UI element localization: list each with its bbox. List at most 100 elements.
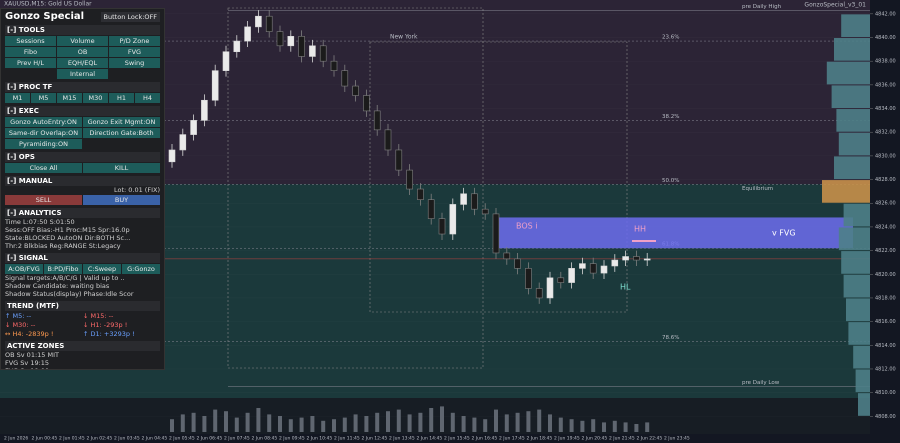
volume-bar bbox=[202, 416, 207, 432]
toggle-button[interactable]: Swing bbox=[109, 58, 160, 68]
price-label: 4822.00 bbox=[875, 248, 896, 254]
section-header[interactable]: [-] OPS bbox=[5, 152, 160, 162]
volume-profile-bar bbox=[841, 251, 870, 274]
volume-bar bbox=[213, 409, 218, 432]
signal-line: Shadow Status(display) Phase:Idle Scor bbox=[5, 290, 134, 298]
toggle-button[interactable]: Fibo bbox=[5, 47, 56, 57]
section-header[interactable]: [-] PROC TF bbox=[5, 82, 160, 92]
hl-label: HL bbox=[620, 283, 631, 292]
volume-bar bbox=[407, 414, 412, 432]
indicator-name: GonzoSpecial_v3_01 bbox=[804, 2, 866, 9]
section-header: TREND (MTF) bbox=[5, 301, 160, 311]
fvg-zone bbox=[497, 217, 853, 249]
signal-button[interactable]: B:PD/Fibo bbox=[44, 264, 82, 274]
time-label: 2 Jun 03:45 bbox=[114, 436, 140, 442]
price-label: 4838.00 bbox=[875, 59, 896, 65]
candle-body bbox=[535, 288, 543, 299]
button-grid: Gonzo AutoEntry:ON Gonzo Exit Mgmt:ON Same… bbox=[5, 117, 160, 149]
toggle-button[interactable]: FVG bbox=[109, 47, 160, 57]
volume-bar bbox=[580, 420, 585, 432]
zone-item: FVG Sv 19:00 bbox=[5, 367, 160, 369]
candle-body bbox=[557, 277, 565, 283]
section-header[interactable]: [-] EXEC bbox=[5, 106, 160, 116]
toggle-button[interactable]: M1 bbox=[5, 93, 30, 103]
candle-body bbox=[600, 265, 608, 274]
control-panel: Gonzo Special Button Lock:OFF [-] TOOLS Ses… bbox=[0, 8, 165, 370]
candle-body bbox=[352, 85, 359, 96]
volume-profile-bar bbox=[858, 393, 870, 416]
toggle-button[interactable]: P/D Zone bbox=[109, 36, 160, 46]
toggle-button[interactable]: Internal bbox=[57, 69, 108, 79]
time-label: 2 Jun 16:45 bbox=[472, 436, 498, 442]
toggle-button[interactable]: Gonzo Exit Mgmt:ON bbox=[83, 117, 160, 127]
toggle-button[interactable]: Sessions bbox=[5, 36, 56, 46]
toggle-button[interactable]: Direction Gate:Both bbox=[83, 128, 160, 138]
candle-body bbox=[622, 256, 629, 261]
toggle-button[interactable]: KILL bbox=[83, 163, 160, 173]
time-label: 2 Jun 02:45 bbox=[87, 436, 113, 442]
volume-bar bbox=[450, 412, 455, 432]
trend-grid: ↑ M5: -- ↓ M15: -- ↓ M30: -- ↓ H1: -293p ! ↔… bbox=[5, 312, 160, 338]
time-label: 2 Jun 23:45 bbox=[664, 436, 690, 442]
section-header[interactable]: [-] MANUAL bbox=[5, 176, 160, 186]
volume-bar bbox=[288, 419, 293, 432]
time-label: 2 Jun 14:45 bbox=[417, 436, 443, 442]
toggle-button[interactable]: M5 bbox=[31, 93, 56, 103]
trend-item: ↓ H1: -293p ! bbox=[83, 321, 128, 329]
candle-body bbox=[427, 199, 435, 219]
toggle-button[interactable]: EQH/EQL bbox=[57, 58, 108, 68]
candle-body bbox=[460, 193, 467, 205]
price-label: 4836.00 bbox=[875, 82, 896, 88]
time-label: 2 Jun 18:45 bbox=[527, 436, 553, 442]
toggle-button[interactable]: H1 bbox=[109, 93, 134, 103]
session-box bbox=[227, 7, 484, 369]
toggle-button[interactable]: Same-dir Overlap:ON bbox=[5, 128, 82, 138]
candle-body bbox=[330, 60, 338, 71]
time-label: 2 Jun 13:45 bbox=[389, 436, 415, 442]
session-label: New York bbox=[390, 34, 418, 41]
candle-body bbox=[438, 218, 446, 235]
sell-button[interactable]: SELL bbox=[5, 195, 82, 205]
zone-item: OB Sv 01:15 MIT bbox=[5, 351, 59, 359]
volume-profile-bar bbox=[836, 109, 870, 132]
signal-button[interactable]: C:Sweep bbox=[83, 264, 121, 274]
volume-bar bbox=[342, 417, 347, 432]
volume-profile-bar bbox=[853, 345, 870, 369]
volume-profile-bar bbox=[834, 38, 870, 61]
toggle-button[interactable]: Prev H/L bbox=[5, 58, 56, 68]
signal-button[interactable]: A:OB/FVG bbox=[5, 264, 43, 274]
signal-button[interactable]: G:Gonzo bbox=[122, 264, 160, 274]
candle-body bbox=[395, 149, 403, 171]
toggle-button[interactable]: Close All bbox=[5, 163, 82, 173]
candle-body bbox=[211, 70, 219, 101]
volume-bar bbox=[386, 411, 390, 432]
volume-bar bbox=[170, 419, 174, 432]
toggle-button[interactable]: M15 bbox=[57, 93, 82, 103]
section-header[interactable]: [-] TOOLS bbox=[5, 25, 160, 35]
candle-body bbox=[319, 45, 327, 62]
toggle-button[interactable]: H4 bbox=[135, 93, 160, 103]
trend-item: ↔ H4: -2839p ! bbox=[5, 330, 54, 338]
buy-button[interactable]: BUY bbox=[83, 195, 160, 205]
candle-body bbox=[287, 36, 295, 47]
price-label: 4816.00 bbox=[875, 319, 896, 325]
trend-item: ↑ D1: +3293p ! bbox=[83, 330, 135, 338]
time-label: 2 Jun 04:45 bbox=[142, 436, 168, 442]
time-label: 2 Jun 09:45 bbox=[279, 436, 305, 442]
toggle-button[interactable]: Gonzo AutoEntry:ON bbox=[5, 117, 82, 127]
toggle-button[interactable]: Volume bbox=[57, 36, 108, 46]
price-label: 4834.00 bbox=[875, 106, 896, 112]
toggle-button[interactable]: OB bbox=[57, 47, 108, 57]
section-header[interactable]: [-] ANALYTICS bbox=[5, 208, 160, 218]
price-label: 4832.00 bbox=[875, 130, 896, 136]
analytics-line: Thr:2 Blkbias Reg:RANGE St:Legacy bbox=[5, 242, 121, 250]
candle-body bbox=[276, 31, 284, 47]
lock-button[interactable]: Button Lock:OFF bbox=[100, 11, 160, 22]
toggle-button[interactable]: M30 bbox=[83, 93, 108, 103]
candle-body bbox=[255, 15, 262, 28]
toggle-button[interactable]: Pyramiding:ON bbox=[5, 139, 82, 149]
section-header[interactable]: [-] SIGNAL bbox=[5, 253, 160, 263]
time-label: 2 Jun 19:45 bbox=[554, 436, 580, 442]
candle-body bbox=[363, 95, 370, 112]
